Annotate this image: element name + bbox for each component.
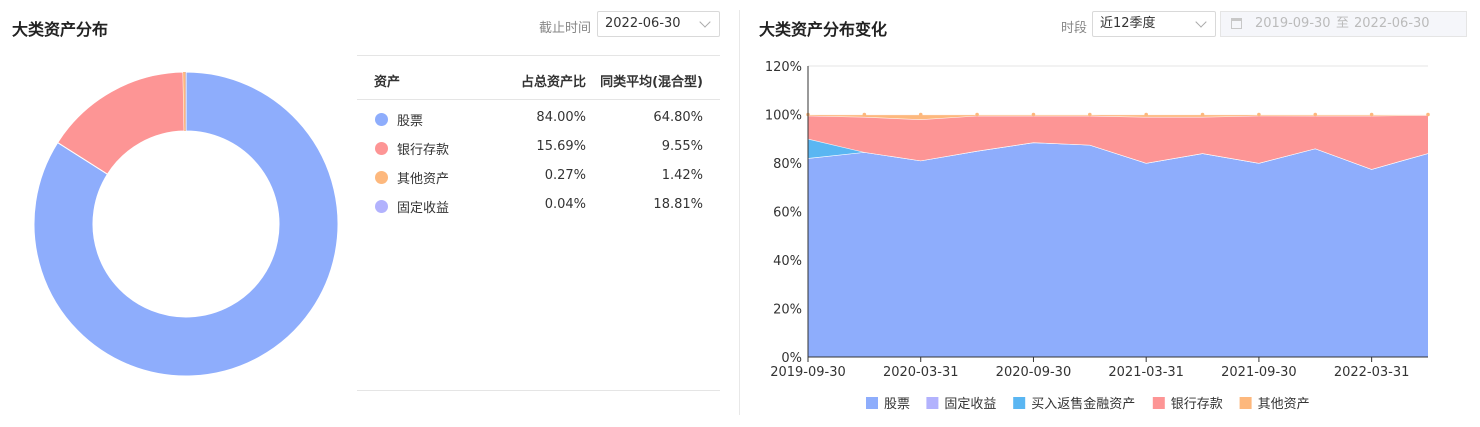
donut-slice[interactable] [56, 71, 185, 175]
x-tick-label: 2020-09-30 [996, 365, 1072, 380]
table-cell-avg: 64.80% [653, 110, 703, 125]
y-tick-label: 120% [765, 60, 802, 75]
area-series[interactable] [808, 115, 1428, 170]
table-cell-name: 股票 [397, 114, 424, 129]
data-point[interactable] [1200, 112, 1205, 117]
data-point[interactable] [918, 112, 923, 117]
data-point[interactable] [862, 112, 867, 117]
asset-area-chart: 0% 20% 40% 60% 80% 100% 120% 2019-09-30 2020-03-… [765, 60, 1430, 412]
table-cell-avg: 1.42% [661, 168, 703, 183]
y-tick-label: 60% [773, 206, 802, 221]
period-label: 时段 [1061, 21, 1088, 36]
legend-dot [375, 200, 388, 213]
legend-label: 银行存款 [1171, 397, 1223, 412]
chevron-down-icon [699, 16, 711, 28]
y-tick-label: 80% [773, 157, 802, 172]
table-header-avg: 同类平均(混合型) [600, 75, 703, 90]
legend-swatch [866, 397, 878, 409]
legend-swatch [1013, 397, 1026, 409]
panel-divider [739, 10, 740, 415]
data-point[interactable] [1144, 112, 1148, 117]
table-cell-avg: 18.81% [653, 197, 703, 212]
area-series[interactable] [808, 114, 1428, 120]
date-range-input[interactable]: 2019-09-30 至 2022-06-30 [1220, 11, 1467, 37]
legend-swatch [926, 397, 939, 409]
y-tick-label: 40% [773, 254, 802, 269]
legend-swatch [1152, 397, 1165, 409]
legend-label: 买入返售金融资产 [1031, 396, 1135, 412]
table-cell-pct: 0.27% [544, 168, 586, 183]
legend-item[interactable]: 其他资产 [1239, 397, 1310, 412]
donut-slice[interactable] [183, 72, 186, 132]
x-tick-label: 2019-09-30 [770, 365, 846, 380]
table-row: 固定收益 0.04% 18.81% [357, 192, 720, 220]
x-tick-label: 2021-09-30 [1221, 365, 1297, 380]
y-tick-label: 100% [765, 109, 802, 124]
y-tick-label: 0% [781, 351, 802, 366]
legend-dot [375, 113, 388, 126]
x-tick-label: 2021-03-31 [1108, 365, 1184, 380]
date-select[interactable]: 2022-06-30 [597, 11, 720, 37]
area-series-edge [807, 114, 1429, 120]
data-point[interactable] [1031, 112, 1036, 117]
table-cell-pct: 84.00% [536, 110, 586, 125]
x-tick-label: 2020-03-31 [883, 365, 959, 380]
legend-dot [375, 142, 388, 155]
date-range-separator: 至 [1336, 16, 1350, 31]
table-cell-name: 银行存款 [397, 143, 450, 158]
legend-swatch [1239, 397, 1252, 409]
period-select-value: 近12季度 [1100, 16, 1156, 31]
table-row: 股票 84.00% 64.80% [357, 105, 720, 133]
data-point[interactable] [1426, 112, 1430, 117]
legend-label: 股票 [884, 397, 910, 412]
table-header-pct: 占总资产比 [520, 75, 586, 90]
legend-item[interactable]: 股票 [866, 397, 910, 412]
legend-label: 其他资产 [1258, 397, 1310, 412]
table-header-divider [357, 99, 720, 100]
asset-distribution-panel: 大类资产分布 截止时间 2022-06-30 资产 占总资产比 同类平均(混合型… [0, 0, 735, 427]
table-cell-pct: 0.04% [544, 197, 586, 212]
table-row: 其他资产 0.27% 1.42% [357, 163, 720, 191]
area-series[interactable] [808, 142, 1428, 357]
legend-item[interactable]: 固定收益 [926, 397, 996, 412]
table-cell-name: 固定收益 [397, 201, 450, 216]
asset-distribution-change-panel: 大类资产分布变化 时段 近12季度 2019-09-30 至 2022-06-3… [740, 0, 1480, 427]
table-cell-pct: 15.69% [536, 139, 586, 154]
date-range-start: 2019-09-30 [1255, 16, 1331, 31]
donut-slice[interactable] [33, 71, 339, 377]
date-range-end: 2022-06-30 [1354, 16, 1430, 31]
y-tick-label: 20% [773, 303, 802, 318]
table-header-asset: 资产 [374, 75, 401, 90]
data-point[interactable] [1088, 112, 1092, 117]
data-point[interactable] [1369, 112, 1374, 117]
period-select[interactable]: 近12季度 [1092, 11, 1216, 37]
table-cell-name: 其他资产 [397, 172, 450, 187]
asset-change-title: 大类资产分布变化 [759, 20, 888, 39]
date-label: 截止时间 [539, 21, 592, 36]
legend-label: 固定收益 [944, 397, 996, 412]
asset-donut-chart [33, 71, 339, 377]
table-top-divider [357, 55, 720, 56]
table-cell-avg: 9.55% [661, 139, 703, 154]
table-bottom-divider [357, 390, 720, 391]
legend-dot [375, 171, 388, 184]
x-tick-label: 2022-03-31 [1334, 365, 1410, 380]
legend-item[interactable]: 买入返售金融资产 [1013, 396, 1135, 412]
data-point[interactable] [975, 112, 979, 117]
data-point[interactable] [1313, 112, 1318, 117]
table-row: 银行存款 15.69% 9.55% [357, 134, 720, 162]
date-select-value: 2022-06-30 [605, 16, 681, 31]
calendar-icon [1231, 18, 1242, 29]
legend-item[interactable]: 银行存款 [1152, 397, 1223, 412]
asset-distribution-title: 大类资产分布 [12, 20, 109, 39]
data-point[interactable] [1257, 112, 1261, 117]
